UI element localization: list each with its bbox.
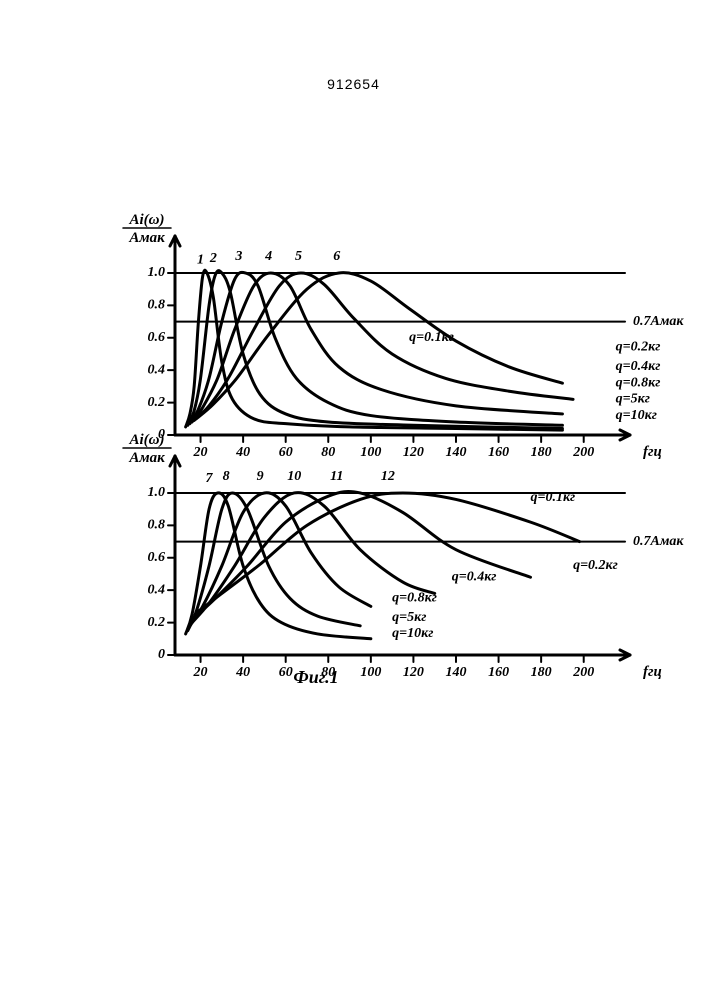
svg-text:q=0.1кг: q=0.1кг	[530, 490, 575, 505]
svg-text:12: 12	[381, 469, 395, 484]
curve	[192, 273, 562, 422]
svg-text:0.2: 0.2	[148, 615, 166, 630]
svg-text:1: 1	[197, 252, 204, 267]
doc-number: 912654	[0, 76, 707, 92]
bottom-chart: 00.20.40.60.81.0204060801001201401601802…	[130, 450, 707, 695]
svg-text:8: 8	[223, 469, 230, 484]
svg-text:160: 160	[488, 665, 509, 680]
svg-text:Aмак: Aмак	[128, 230, 165, 246]
curve	[188, 493, 360, 631]
svg-text:20: 20	[193, 665, 208, 680]
svg-text:140: 140	[445, 665, 466, 680]
svg-text:0.6: 0.6	[148, 330, 166, 345]
svg-text:0.7Aмак: 0.7Aмак	[633, 314, 684, 329]
curve	[190, 272, 563, 425]
svg-text:q=0.2кг: q=0.2кг	[616, 340, 661, 355]
svg-text:q=5кг: q=5кг	[616, 392, 650, 407]
svg-text:10: 10	[287, 469, 301, 484]
svg-text:q=0.4кг: q=0.4кг	[616, 359, 661, 374]
svg-text:0.8: 0.8	[148, 518, 166, 533]
svg-text:q=0.4кг: q=0.4кг	[452, 569, 497, 584]
svg-text:q=0.2кг: q=0.2кг	[573, 558, 618, 573]
svg-text:3: 3	[234, 249, 242, 264]
svg-text:60: 60	[279, 665, 293, 680]
svg-text:1.0: 1.0	[148, 485, 166, 500]
svg-text:Ai(ω): Ai(ω)	[128, 212, 164, 228]
chart-svg: 00.20.40.60.81.0204060801001201401601802…	[130, 450, 700, 685]
svg-text:2: 2	[209, 251, 217, 266]
svg-text:100: 100	[360, 665, 381, 680]
svg-text:0.2: 0.2	[148, 395, 166, 410]
svg-text:q=10кг: q=10кг	[616, 408, 657, 423]
curve	[186, 493, 371, 639]
chart-svg: 00.20.40.60.81.0204060801001201401601802…	[130, 230, 700, 465]
svg-text:0.4: 0.4	[148, 362, 166, 377]
svg-text:1.0: 1.0	[148, 265, 166, 280]
svg-text:9: 9	[257, 469, 264, 484]
svg-text:0.7Aмак: 0.7Aмак	[633, 534, 684, 549]
curve	[190, 493, 371, 626]
svg-text:5: 5	[295, 249, 302, 264]
curve	[194, 273, 573, 420]
svg-text:7: 7	[206, 471, 214, 486]
svg-text:q=0.1кг: q=0.1кг	[409, 330, 454, 345]
svg-text:0.6: 0.6	[148, 550, 166, 565]
svg-text:q=10кг: q=10кг	[392, 626, 433, 641]
svg-text:200: 200	[572, 665, 594, 680]
svg-text:Ai(ω): Ai(ω)	[128, 432, 164, 448]
svg-text:0: 0	[158, 647, 165, 662]
svg-text:q=5кг: q=5кг	[392, 610, 426, 625]
svg-text:0.4: 0.4	[148, 582, 166, 597]
svg-text:180: 180	[531, 665, 552, 680]
page: 912654 00.20.40.60.81.020406080100120140…	[0, 0, 707, 1000]
svg-text:0.8: 0.8	[148, 298, 166, 313]
svg-text:fгц: fгц	[643, 664, 662, 680]
top-chart: 00.20.40.60.81.0204060801001201401601802…	[130, 230, 707, 475]
svg-text:120: 120	[403, 665, 424, 680]
svg-text:Aмак: Aмак	[128, 450, 165, 466]
svg-text:40: 40	[235, 665, 250, 680]
svg-text:4: 4	[264, 249, 272, 264]
svg-text:11: 11	[330, 469, 343, 484]
svg-text:6: 6	[333, 249, 340, 264]
figure-caption: Фиг.1	[293, 667, 338, 688]
svg-text:q=0.8кг: q=0.8кг	[616, 375, 661, 390]
